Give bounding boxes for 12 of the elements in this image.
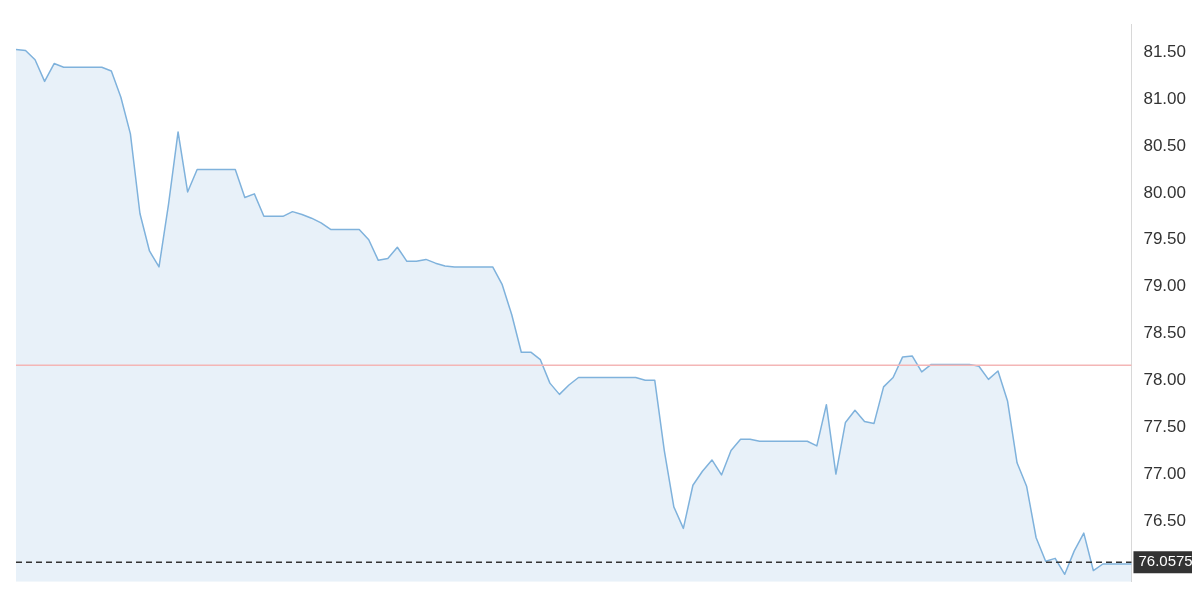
y-tick-label: 80.50 xyxy=(1143,135,1187,155)
y-tick-label: 77.00 xyxy=(1143,463,1187,483)
y-tick-label: 79.50 xyxy=(1143,229,1187,249)
y-tick-label: 78.00 xyxy=(1143,370,1187,389)
y-tick-label: 81.00 xyxy=(1143,88,1187,108)
y-tick-label: 80.00 xyxy=(1143,182,1187,202)
y-tick-label: 77.50 xyxy=(1143,416,1187,436)
y-tick-label: 78.50 xyxy=(1143,323,1187,343)
y-tick-label: 76.50 xyxy=(1143,510,1187,530)
y-tick-label: 79.00 xyxy=(1143,276,1187,296)
ref-line-label: 76.0575 xyxy=(1138,552,1193,570)
y-tick-label: 81.50 xyxy=(1143,42,1187,61)
